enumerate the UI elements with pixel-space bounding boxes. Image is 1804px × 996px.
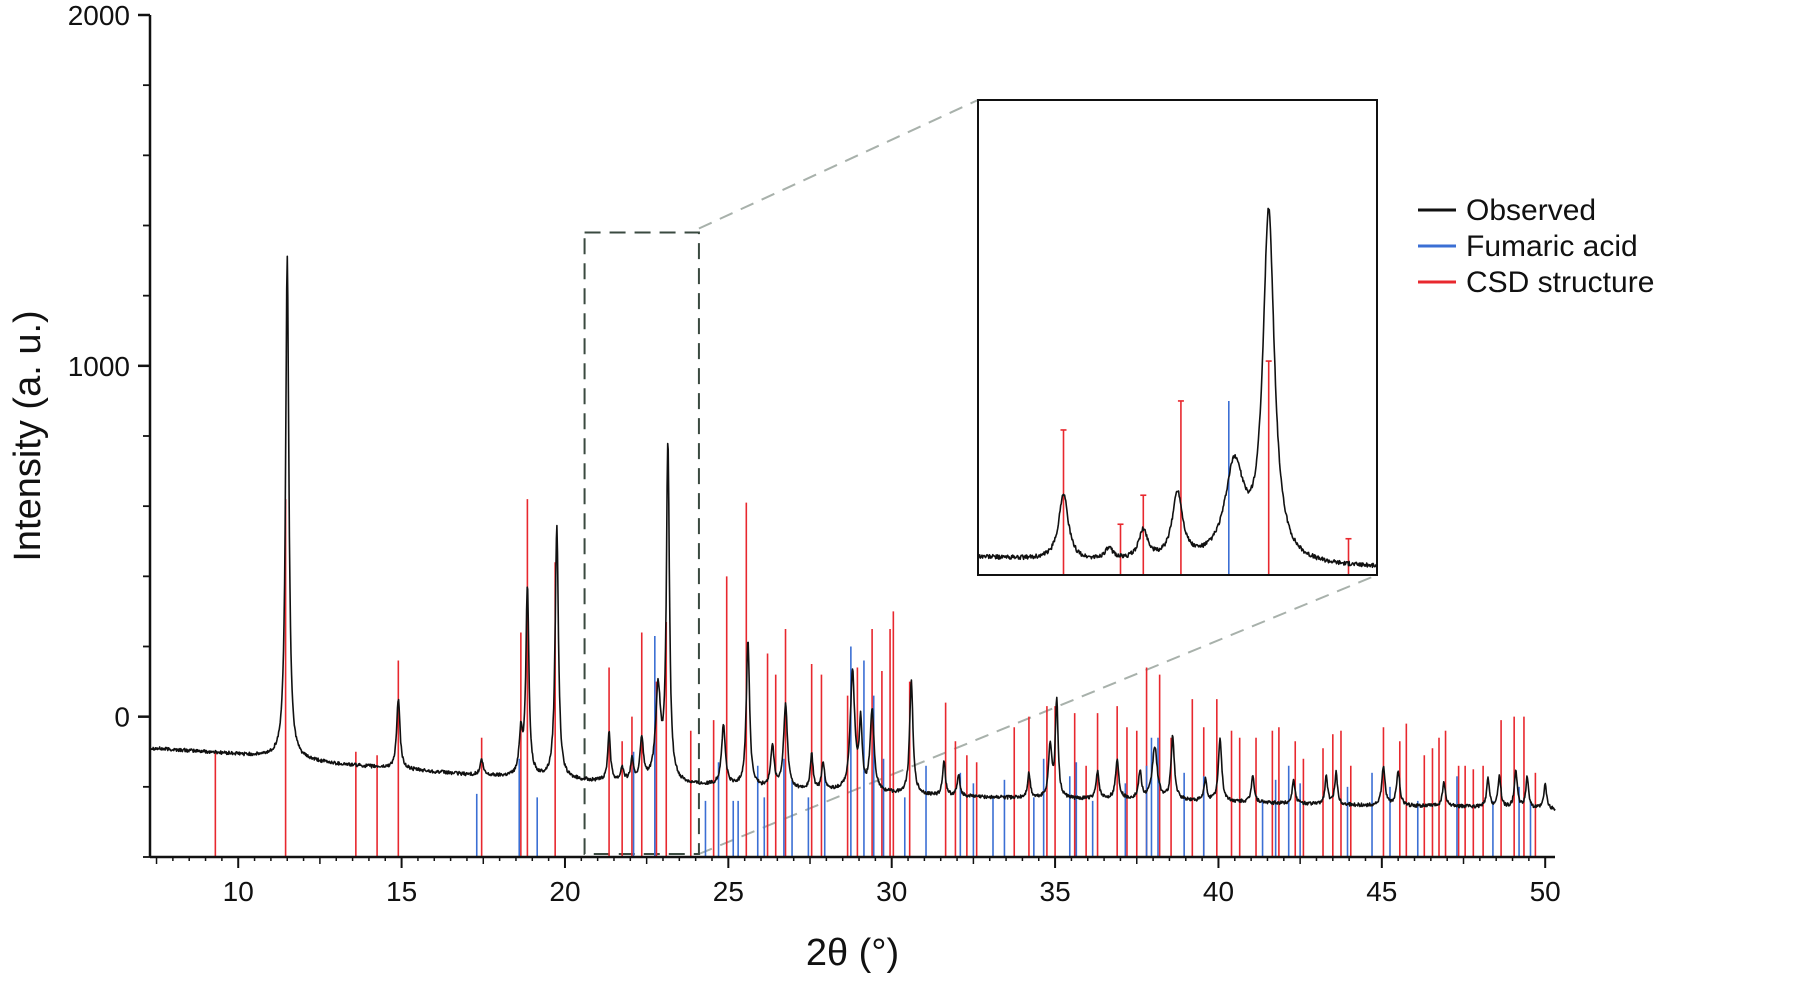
observed-pattern-line <box>149 255 1556 811</box>
y-axis-label: Intensity (a. u.) <box>7 310 49 561</box>
x-tick-label: 40 <box>1203 876 1234 907</box>
y-tick-label: 0 <box>114 702 130 733</box>
x-tick-label: 10 <box>223 876 254 907</box>
x-tick-label: 30 <box>876 876 907 907</box>
y-tick-label: 2000 <box>68 0 130 31</box>
x-axis-label: 2θ (°) <box>806 932 899 974</box>
x-tick-label: 50 <box>1530 876 1561 907</box>
x-tick-label: 25 <box>713 876 744 907</box>
axes: 2θ (°) Intensity (a. u.) 10 15 20 25 30 35 40 4… <box>7 0 1561 974</box>
main-plot <box>149 255 1556 857</box>
inset-zoom-plot <box>977 99 1378 576</box>
legend: Observed Fumaric acid CSD structure <box>1418 194 1654 299</box>
zoom-guide-upper <box>698 99 979 230</box>
x-tick-label: 15 <box>386 876 417 907</box>
legend-label-observed: Observed <box>1466 194 1596 227</box>
zoom-region-box <box>583 231 700 855</box>
inset-frame <box>977 99 1378 576</box>
inset-observed-line <box>977 207 1378 569</box>
y-tick-label: 1000 <box>68 351 130 382</box>
x-tick-label: 45 <box>1366 876 1397 907</box>
x-tick-label: 20 <box>549 876 580 907</box>
legend-label-csd-structure: CSD structure <box>1466 266 1654 299</box>
legend-label-fumaric-acid: Fumaric acid <box>1466 230 1638 263</box>
x-tick-label: 35 <box>1040 876 1071 907</box>
